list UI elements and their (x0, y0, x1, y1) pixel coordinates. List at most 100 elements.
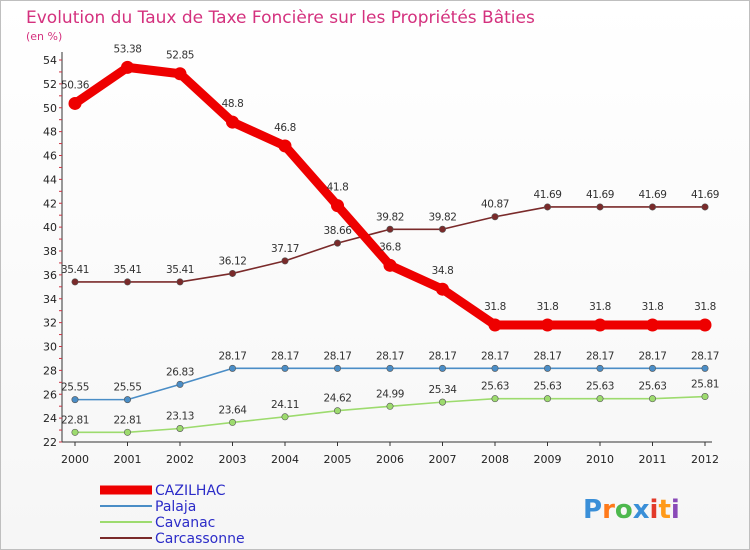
data-label-palaja: 28.17 (691, 350, 719, 362)
data-label-carcassonne: 40.87 (481, 199, 509, 211)
y-tick-label: 52 (43, 78, 57, 91)
data-point-cavanac (648, 395, 656, 403)
data-label-carcassonne: 39.82 (376, 211, 404, 223)
y-tick-label: 50 (43, 102, 57, 115)
logo-letter: i (650, 495, 659, 525)
data-point-carcassonne (438, 225, 446, 233)
data-point-palaja (596, 364, 604, 372)
data-point-cazilhac (173, 67, 187, 81)
data-label-palaja: 28.17 (481, 350, 509, 362)
data-label-cazilhac: 48.8 (222, 98, 244, 110)
data-point-cazilhac (593, 318, 607, 332)
data-point-carcassonne (596, 203, 604, 211)
data-label-palaja: 28.17 (218, 350, 246, 362)
data-point-carcassonne (281, 257, 289, 265)
data-point-carcassonne (71, 278, 79, 286)
data-point-palaja (438, 364, 446, 372)
data-label-carcassonne: 41.69 (638, 189, 666, 201)
data-label-palaja: 28.17 (428, 350, 456, 362)
data-point-cavanac (596, 395, 604, 403)
legend: CAZILHAC Palaja Cavanac Carcassonne (100, 483, 245, 547)
data-label-palaja: 26.83 (166, 366, 194, 378)
data-point-cavanac (176, 425, 184, 433)
data-label-cavanac: 25.63 (638, 381, 666, 393)
data-point-carcassonne (701, 203, 709, 211)
data-label-palaja: 25.55 (113, 382, 141, 394)
y-tick-label: 42 (43, 197, 57, 210)
data-point-cazilhac (121, 60, 134, 74)
data-point-cavanac (386, 402, 394, 410)
data-point-cazilhac (278, 139, 292, 153)
x-tick-label: 2002 (166, 453, 194, 466)
data-labels: 35.41 35.41 35.41 36.12 37.17 38.66 39.82 39.82… (61, 43, 719, 426)
data-point-cazilhac (331, 199, 344, 213)
chart-title: Evolution du Taux de Taxe Foncière sur l… (26, 8, 535, 28)
logo-letter: o (615, 495, 633, 525)
data-label-cavanac: 23.64 (218, 404, 247, 416)
y-tick-label: 34 (43, 293, 57, 306)
x-tick-label: 2012 (691, 453, 719, 466)
data-point-cavanac (701, 393, 709, 401)
data-point-cavanac (281, 413, 289, 421)
data-point-cazilhac (646, 318, 659, 332)
data-point-cavanac (71, 428, 79, 436)
y-tick-label: 44 (43, 173, 57, 186)
data-label-cavanac: 22.81 (61, 414, 89, 426)
y-tick-label: 54 (43, 54, 57, 67)
proxiti-logo: Proxiti (583, 495, 680, 525)
data-label-carcassonne: 38.66 (323, 225, 352, 237)
data-label-carcassonne: 35.41 (113, 264, 141, 276)
y-tick-label: 36 (43, 269, 57, 282)
data-label-cavanac: 24.99 (376, 388, 404, 400)
data-label-cazilhac: 31.8 (484, 301, 506, 313)
data-label-carcassonne: 36.12 (218, 255, 246, 267)
x-tick-label: 2005 (324, 453, 352, 466)
data-point-palaja (701, 364, 709, 372)
x-tick-label: 2003 (219, 453, 247, 466)
data-point-cazilhac (436, 282, 449, 296)
data-label-carcassonne: 35.41 (61, 264, 89, 276)
legend-label-cazilhac: CAZILHAC (155, 483, 226, 499)
x-tick-label: 2008 (481, 453, 509, 466)
data-point-palaja (333, 364, 341, 372)
data-label-carcassonne: 37.17 (271, 243, 299, 255)
axes (59, 52, 712, 443)
data-point-carcassonne (543, 203, 551, 211)
data-label-cazilhac: 31.8 (589, 301, 611, 313)
logo-letter: t (658, 495, 670, 525)
y-tick-label: 46 (43, 150, 57, 163)
legend-label-palaja: Palaja (155, 499, 196, 515)
data-point-cazilhac (488, 318, 502, 332)
x-tick-label: 2001 (114, 453, 142, 466)
logo-text: Proxiti (583, 495, 680, 525)
x-tick-label: 2000 (61, 453, 89, 466)
y-tick-label: 24 (43, 412, 57, 425)
data-point-palaja (491, 364, 499, 372)
data-label-cavanac: 25.63 (481, 381, 509, 393)
y-tick-label: 26 (43, 388, 57, 401)
data-label-palaja: 25.55 (61, 382, 89, 394)
data-label-cazilhac: 41.8 (327, 182, 349, 194)
data-label-cazilhac: 53.38 (113, 43, 141, 55)
data-label-palaja: 28.17 (271, 350, 299, 362)
data-point-cazilhac (541, 318, 554, 332)
logo-letter: x (633, 495, 650, 525)
data-label-carcassonne: 41.69 (586, 189, 614, 201)
data-point-palaja (176, 380, 184, 388)
data-point-cazilhac (68, 96, 82, 110)
data-point-cavanac (124, 428, 132, 436)
logo-letter: P (583, 495, 602, 525)
data-label-cazilhac: 36.8 (379, 241, 401, 253)
data-point-carcassonne (386, 225, 394, 233)
data-label-carcassonne: 35.41 (166, 264, 194, 276)
data-label-cavanac: 25.63 (533, 381, 561, 393)
data-label-cavanac: 24.62 (323, 393, 351, 405)
data-point-cazilhac (698, 318, 712, 332)
x-tick-label: 2011 (639, 453, 667, 466)
y-tick-labels: 22 24 26 28 30 32 34 36 38 40 42 44 46 48 50 52 54 (43, 54, 57, 449)
data-point-cazilhac (226, 115, 239, 129)
data-label-cavanac: 25.34 (428, 384, 457, 396)
data-point-carcassonne (333, 239, 341, 247)
data-point-carcassonne (491, 213, 499, 221)
